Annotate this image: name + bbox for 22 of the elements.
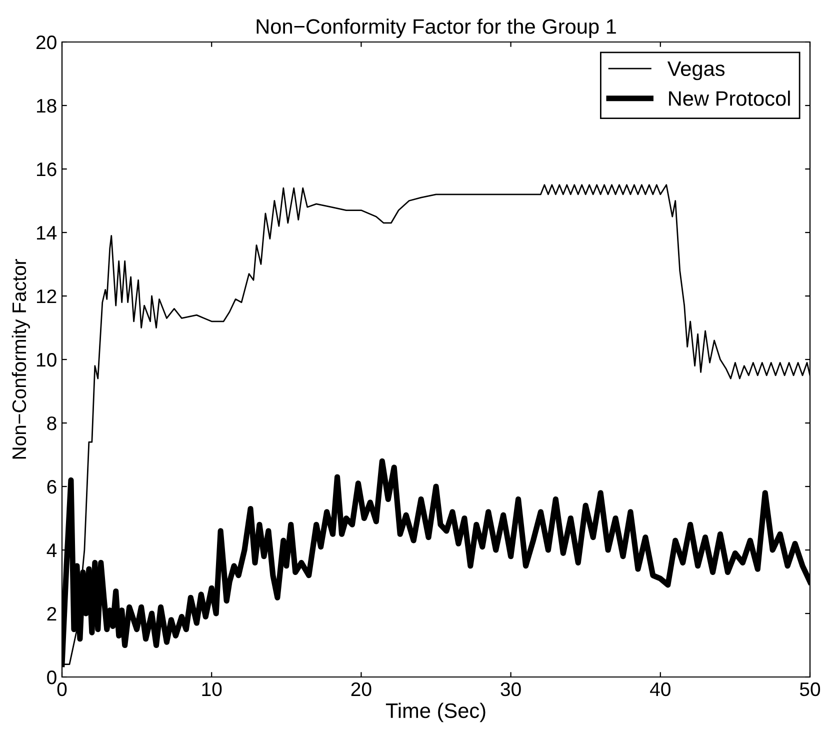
y-tick-label: 10 <box>36 352 56 367</box>
x-tick-label: 20 <box>351 682 372 696</box>
x-tick-label: 0 <box>57 682 67 696</box>
y-tick-label: 2 <box>47 606 56 621</box>
y-tick-label: 6 <box>47 480 56 494</box>
y-tick-label: 0 <box>47 670 56 684</box>
y-axis-title: Non−Conformity Factor <box>12 259 30 459</box>
y-tick-label: 14 <box>36 226 57 240</box>
legend-label: Vegas <box>667 62 725 80</box>
x-tick-label: 50 <box>800 682 820 696</box>
y-tick-label: 12 <box>36 289 56 304</box>
x-tick-label: 10 <box>202 682 222 696</box>
y-tick-label: 18 <box>36 98 56 113</box>
x-tick-label: 40 <box>650 682 670 696</box>
y-tick-label: 16 <box>36 162 56 176</box>
x-axis-title: Time (Sec) <box>386 702 486 722</box>
y-tick-label: 4 <box>46 544 57 558</box>
legend-label: New Protocol <box>669 90 790 106</box>
x-tick-label: 30 <box>500 682 521 696</box>
chart-title: Non−Conformity Factor for the Group 1 <box>256 18 616 38</box>
y-tick-label: 8 <box>47 416 56 430</box>
y-tick-label: 20 <box>36 35 56 50</box>
